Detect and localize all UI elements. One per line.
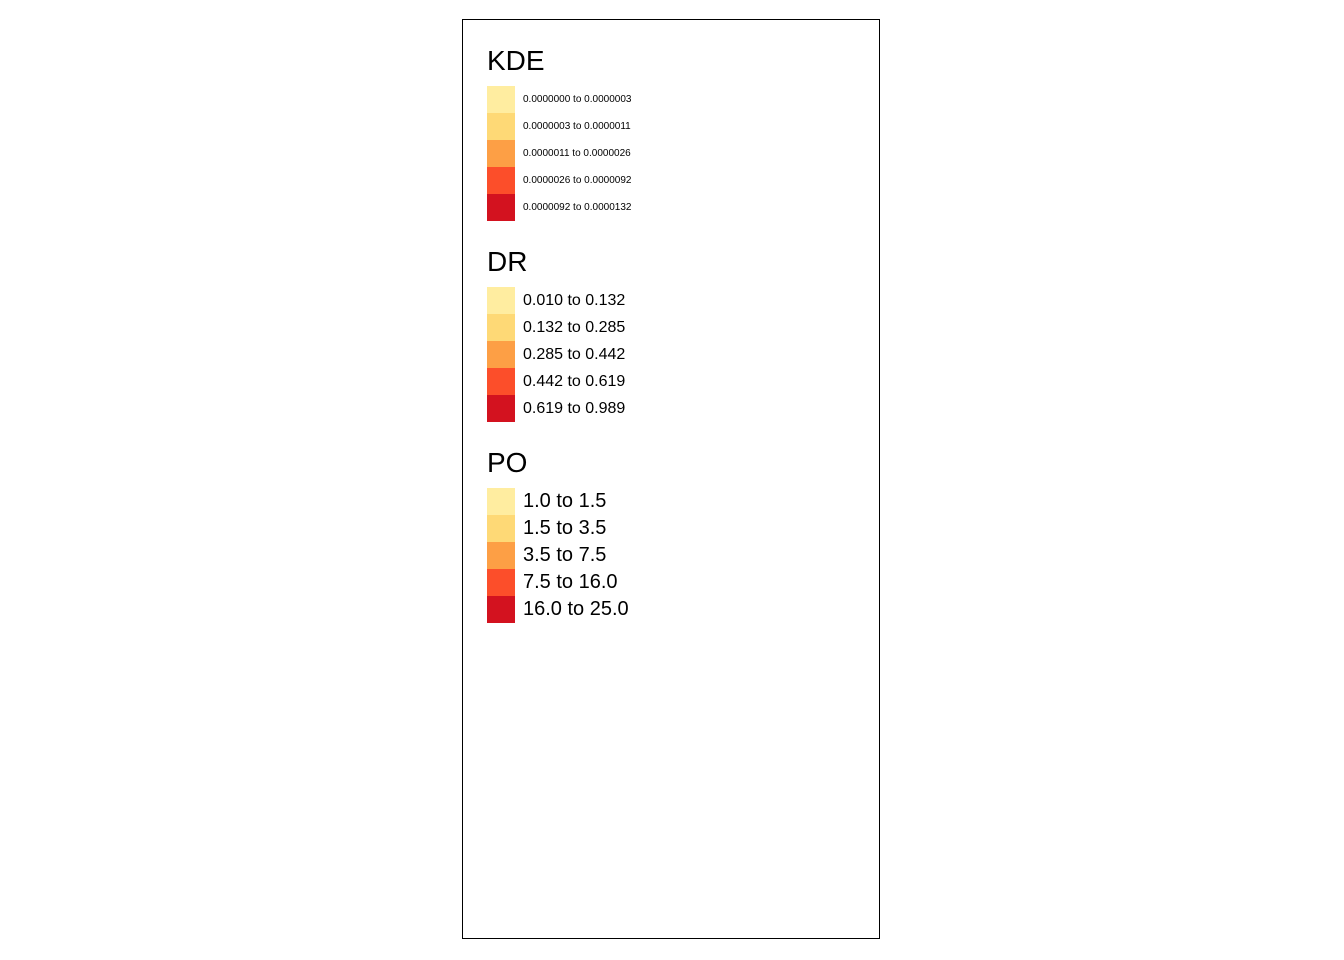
- color-swatch: [487, 515, 515, 542]
- legend-items-po: 1.0 to 1.5 1.5 to 3.5 3.5 to 7.5 7.5 to …: [487, 488, 629, 623]
- color-swatch: [487, 86, 515, 113]
- legend-items-dr: 0.010 to 0.132 0.132 to 0.285 0.285 to 0…: [487, 287, 625, 422]
- legend-label: 7.5 to 16.0: [523, 571, 618, 593]
- legend-label: 0.285 to 0.442: [523, 345, 626, 363]
- legend-item: 0.132 to 0.285: [487, 314, 625, 341]
- legend-label: 0.132 to 0.285: [523, 318, 626, 336]
- legend-kde: KDE 0.0000000 to 0.0000003 0.0000003 to …: [487, 46, 631, 221]
- legend-item: 0.010 to 0.132: [487, 287, 625, 314]
- legend-title-kde: KDE: [487, 45, 545, 76]
- legend-label: 0.0000003 to 0.0000011: [523, 121, 631, 132]
- color-swatch: [487, 140, 515, 167]
- legend-item: 0.285 to 0.442: [487, 341, 625, 368]
- legend-item: 0.0000000 to 0.0000003: [487, 86, 631, 113]
- color-swatch: [487, 314, 515, 341]
- legend-item: 0.442 to 0.619: [487, 368, 625, 395]
- legend-dr: DR 0.010 to 0.132 0.132 to 0.285 0.285 t…: [487, 247, 625, 422]
- legend-label: 3.5 to 7.5: [523, 544, 607, 566]
- legend-item: 0.619 to 0.989: [487, 395, 625, 422]
- legend-title-dr: DR: [487, 246, 528, 277]
- color-swatch: [487, 113, 515, 140]
- legend-title-po: PO: [487, 447, 528, 478]
- legend-item: 16.0 to 25.0: [487, 596, 629, 623]
- legend-item: 1.5 to 3.5: [487, 515, 629, 542]
- color-swatch: [487, 368, 515, 395]
- legend-label: 0.0000011 to 0.0000026: [523, 148, 631, 159]
- color-swatch: [487, 287, 515, 314]
- legend-label: 16.0 to 25.0: [523, 598, 629, 620]
- color-swatch: [487, 542, 515, 569]
- legend-label: 0.0000092 to 0.0000132: [523, 202, 632, 213]
- legend-label: 0.442 to 0.619: [523, 372, 626, 390]
- legend-label: 0.0000026 to 0.0000092: [523, 175, 632, 186]
- legend-label: 1.5 to 3.5: [523, 517, 607, 539]
- color-swatch: [487, 194, 515, 221]
- legend-label: 1.0 to 1.5: [523, 490, 607, 512]
- legend-items-kde: 0.0000000 to 0.0000003 0.0000003 to 0.00…: [487, 86, 631, 221]
- color-swatch: [487, 395, 515, 422]
- legend-label: 0.010 to 0.132: [523, 291, 626, 309]
- legend-label: 0.619 to 0.989: [523, 399, 626, 417]
- legend-item: 0.0000092 to 0.0000132: [487, 194, 631, 221]
- color-swatch: [487, 569, 515, 596]
- map-frame: [462, 19, 880, 939]
- legend-po: PO 1.0 to 1.5 1.5 to 3.5 3.5 to 7.5 7.5 …: [487, 448, 629, 623]
- legend-item: 3.5 to 7.5: [487, 542, 629, 569]
- legend-item: 7.5 to 16.0: [487, 569, 629, 596]
- color-swatch: [487, 341, 515, 368]
- legend-item: 0.0000011 to 0.0000026: [487, 140, 631, 167]
- legend-item: 0.0000026 to 0.0000092: [487, 167, 631, 194]
- color-swatch: [487, 488, 515, 515]
- legend-label: 0.0000000 to 0.0000003: [523, 94, 632, 105]
- legend-item: 1.0 to 1.5: [487, 488, 629, 515]
- color-swatch: [487, 596, 515, 623]
- legend-item: 0.0000003 to 0.0000011: [487, 113, 631, 140]
- color-swatch: [487, 167, 515, 194]
